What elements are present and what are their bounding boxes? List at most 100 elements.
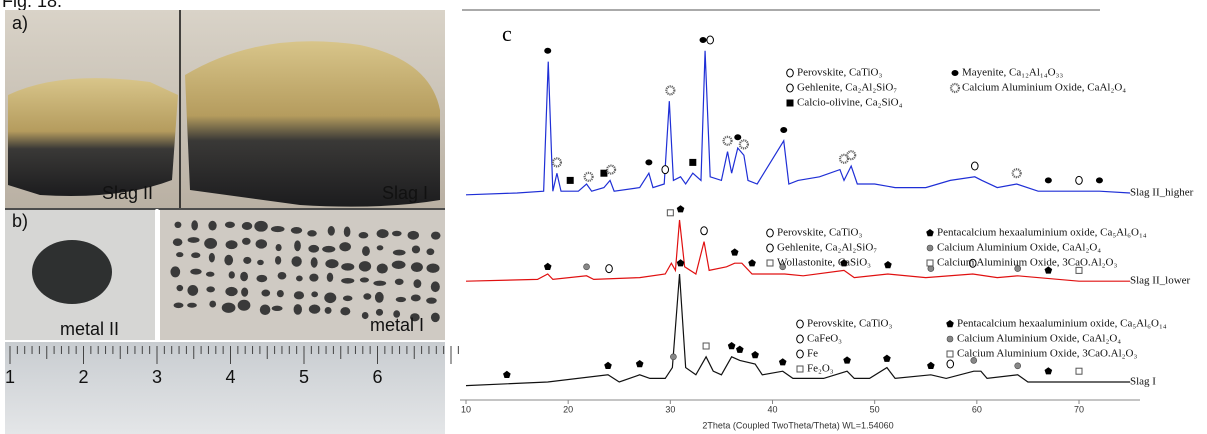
- pebble: [411, 262, 423, 272]
- phase-marker: [884, 261, 892, 268]
- pebble: [308, 245, 319, 253]
- photo-caption: metal II: [60, 319, 119, 339]
- pebble: [243, 257, 251, 264]
- phase-marker: [600, 170, 607, 177]
- pebble: [294, 240, 301, 251]
- legend-text: Pentacalcium hexaaluminium oxide, Ca₅Al₆…: [957, 318, 1167, 330]
- pebble: [431, 313, 440, 322]
- phase-marker: [847, 151, 855, 159]
- pebble: [359, 261, 371, 271]
- phase-marker: [544, 263, 552, 270]
- photo-caption: Slag I: [382, 183, 428, 203]
- pebble: [272, 306, 283, 311]
- legend-text: Gehlenite, Ca₂Al₂SiO₇: [777, 242, 877, 254]
- pebble: [395, 279, 404, 285]
- legend-symbol: [947, 336, 953, 342]
- pebble: [373, 281, 386, 286]
- pebble: [392, 231, 402, 237]
- legend-text: Wollastonite, CaSiO₃: [777, 257, 871, 269]
- pebble: [411, 295, 421, 302]
- legend-text: Perovskite, CaTiO₃: [797, 67, 882, 79]
- metal-nugget: [32, 240, 112, 304]
- legend-symbol: [797, 335, 804, 343]
- photo-caption: Slag II: [102, 183, 153, 203]
- ruler-label: 6: [372, 367, 382, 387]
- phase-marker: [636, 360, 644, 367]
- pebble: [309, 304, 320, 313]
- series-label: Slag II_lower: [1130, 275, 1191, 287]
- pebble: [426, 297, 437, 303]
- legend-text: Calcio-olivine, Ca₂SiO₄: [797, 97, 903, 109]
- phase-marker: [544, 48, 551, 54]
- pebble: [176, 285, 183, 291]
- pebble: [229, 271, 235, 278]
- pebble: [291, 256, 301, 266]
- pebble: [325, 259, 338, 268]
- pebble: [188, 237, 200, 243]
- pebble: [271, 226, 285, 232]
- pebble: [173, 238, 183, 246]
- x-tick-label: 40: [767, 404, 777, 414]
- pebble: [226, 240, 238, 249]
- phase-marker: [740, 140, 748, 148]
- pebble: [426, 264, 439, 273]
- pebble: [344, 226, 351, 237]
- pebble: [340, 307, 350, 315]
- pebble: [241, 288, 248, 297]
- pebble: [307, 230, 317, 236]
- series-label: Slag II_higher: [1130, 187, 1194, 199]
- pebble: [187, 303, 197, 308]
- pebble: [257, 260, 264, 265]
- legend-symbol: [951, 84, 959, 92]
- pebble: [187, 285, 198, 296]
- pebble: [256, 239, 267, 248]
- legend-text: Calcium Aluminium Oxide, 3CaO.Al₂O₃: [957, 348, 1137, 360]
- phase-marker: [606, 265, 613, 273]
- pebble: [311, 257, 318, 267]
- pebble: [408, 231, 419, 240]
- pebble: [275, 256, 281, 265]
- legend-symbol: [927, 260, 933, 266]
- phase-marker: [1076, 368, 1082, 374]
- legend-text: Pentacalcium hexaaluminium oxide, Ca₅Al₆…: [937, 227, 1147, 239]
- series-label: Slag I: [1130, 376, 1156, 388]
- ruler: [5, 342, 445, 434]
- ruler-label: 4: [225, 367, 235, 387]
- legend-symbol: [767, 244, 774, 252]
- pebble: [291, 227, 302, 234]
- legend-text: Perovskite, CaTiO₃: [777, 227, 862, 239]
- pebble: [174, 222, 181, 228]
- phase-marker: [701, 227, 708, 235]
- phase-marker: [607, 166, 615, 174]
- pebble: [176, 252, 183, 257]
- pebble: [324, 293, 336, 304]
- pebble: [174, 303, 184, 309]
- phase-marker: [724, 137, 732, 145]
- pebble: [377, 264, 388, 274]
- photo-caption: metal I: [370, 315, 424, 335]
- pebble: [392, 261, 406, 269]
- ruler-label: 1: [5, 367, 15, 387]
- phase-marker: [843, 356, 851, 363]
- x-tick-label: 50: [870, 404, 880, 414]
- legend-symbol: [952, 70, 959, 76]
- pebble: [339, 242, 351, 251]
- legend-text: Fe₂O₃: [807, 363, 834, 375]
- panel-label: a): [12, 13, 28, 33]
- phase-marker: [689, 159, 696, 166]
- pebble: [311, 291, 318, 297]
- pebble: [242, 238, 251, 245]
- pebble: [238, 300, 251, 311]
- phase-marker: [734, 134, 741, 140]
- x-tick-label: 30: [665, 404, 675, 414]
- ruler-label: 5: [299, 367, 309, 387]
- pebble: [190, 269, 201, 275]
- legend-text: Calcium Aluminium Oxide, 3CaO.Al₂O₃: [937, 257, 1117, 269]
- pebble: [309, 274, 318, 282]
- pebble: [341, 278, 354, 284]
- phase-marker: [553, 158, 561, 166]
- legend-symbol: [797, 320, 804, 328]
- phase-marker: [1013, 169, 1021, 177]
- pebble: [222, 303, 236, 313]
- pebble: [377, 229, 389, 238]
